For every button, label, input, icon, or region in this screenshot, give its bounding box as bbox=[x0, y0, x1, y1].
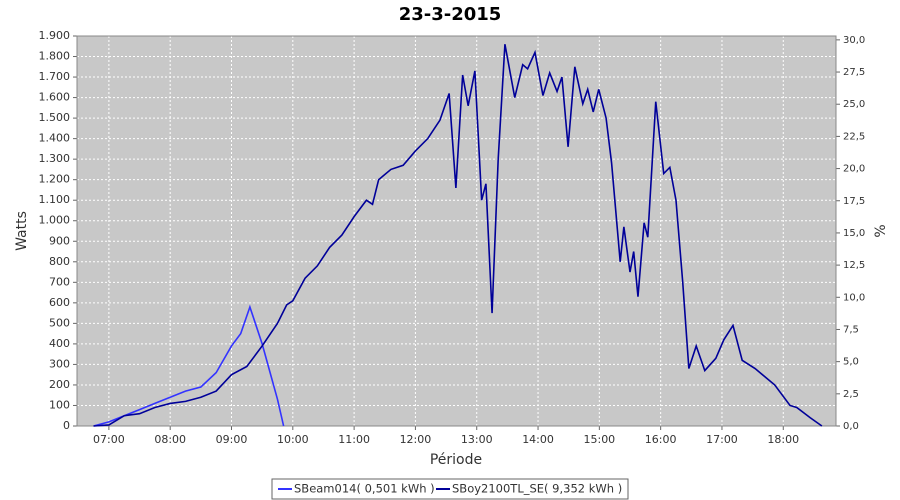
x-tick-label: 09:00 bbox=[216, 433, 248, 446]
y-tick-label: 1.400 bbox=[39, 132, 71, 145]
y2-tick-label: 5,0 bbox=[843, 357, 859, 368]
y-tick-label: 700 bbox=[49, 275, 70, 288]
x-tick-label: 07:00 bbox=[93, 433, 125, 446]
y2-tick-label: 7,5 bbox=[843, 324, 859, 335]
y-tick-label: 200 bbox=[49, 378, 70, 391]
y-tick-label: 1.200 bbox=[39, 173, 71, 186]
legend-label: SBoy2100TL_SE( 9,352 kWh ) bbox=[452, 482, 622, 496]
y-tick-label: 900 bbox=[49, 234, 70, 247]
y2-tick-label: 10,0 bbox=[843, 292, 865, 303]
y-tick-label: 1.000 bbox=[39, 214, 71, 227]
x-tick-label: 12:00 bbox=[400, 433, 432, 446]
y2-tick-label: 30,0 bbox=[843, 35, 865, 46]
x-tick-label: 16:00 bbox=[645, 433, 677, 446]
plot-area bbox=[77, 36, 836, 426]
y-tick-label: 400 bbox=[49, 337, 70, 350]
y-tick-label: 1.500 bbox=[39, 111, 71, 124]
x-tick-label: 18:00 bbox=[767, 433, 799, 446]
y-tick-label: 1.100 bbox=[39, 193, 71, 206]
y-tick-label: 1.900 bbox=[39, 29, 71, 42]
y2-tick-label: 20,0 bbox=[843, 164, 865, 175]
y2-tick-label: 25,0 bbox=[843, 99, 865, 110]
y-tick-label: 300 bbox=[49, 357, 70, 370]
plot-border bbox=[76, 35, 837, 427]
x-tick-label: 17:00 bbox=[706, 433, 738, 446]
y2-tick-label: 17,5 bbox=[843, 196, 865, 207]
chart-title: 23-3-2015 bbox=[399, 4, 502, 25]
x-tick-label: 14:00 bbox=[522, 433, 554, 446]
x-tick-label: 10:00 bbox=[277, 433, 309, 446]
y-tick-label: 100 bbox=[49, 398, 70, 411]
y-tick-label: 600 bbox=[49, 296, 70, 309]
y2-tick-label: 27,5 bbox=[843, 67, 865, 78]
y-tick-label: 1.600 bbox=[39, 91, 71, 104]
y2-tick-label: 12,5 bbox=[843, 260, 865, 271]
series-line bbox=[93, 304, 285, 427]
y2-tick-label: 15,0 bbox=[843, 228, 865, 239]
series-line bbox=[93, 44, 823, 427]
legend-label: SBeam014( 0,501 kWh ) bbox=[294, 482, 435, 496]
y-tick-label: 800 bbox=[49, 255, 70, 268]
y2-tick-label: 2,5 bbox=[843, 389, 859, 400]
y-tick-label: 1.700 bbox=[39, 70, 71, 83]
y-axis-title: Watts bbox=[14, 211, 30, 251]
y-tick-label: 500 bbox=[49, 316, 70, 329]
y-tick-label: 1.800 bbox=[39, 50, 71, 63]
x-tick-label: 08:00 bbox=[154, 433, 186, 446]
y2-tick-label: 0,0 bbox=[843, 421, 859, 432]
y2-tick-label: 22,5 bbox=[843, 131, 865, 142]
y-tick-label: 1.300 bbox=[39, 152, 71, 165]
x-axis-title: Période bbox=[430, 452, 482, 468]
y-tick-label: 0 bbox=[63, 419, 70, 432]
x-tick-label: 13:00 bbox=[461, 433, 493, 446]
x-tick-label: 15:00 bbox=[583, 433, 615, 446]
x-tick-label: 11:00 bbox=[338, 433, 370, 446]
y2-axis-title: % bbox=[873, 224, 889, 237]
